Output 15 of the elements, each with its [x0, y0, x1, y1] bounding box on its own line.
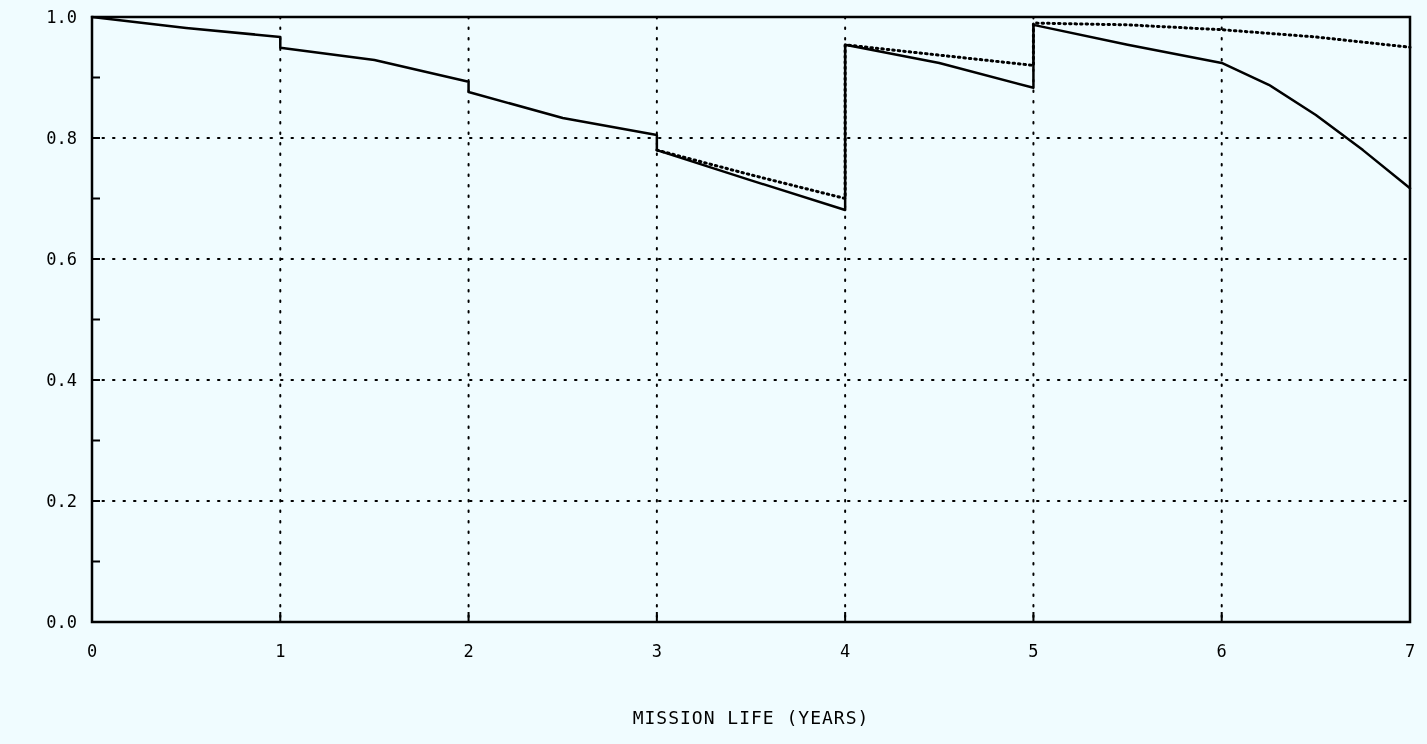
y-tick-label: 0.8 [46, 127, 77, 148]
x-tick-label: 0 [86, 641, 98, 661]
y-tick-label: 0.0 [46, 611, 77, 632]
y-tick-label: 1.0 [46, 6, 77, 27]
x-tick-label: 6 [1216, 641, 1227, 661]
y-tick-label: 0.6 [46, 248, 77, 269]
y-tick-label: 0.2 [46, 490, 77, 511]
y-tick-label: 0.4 [46, 369, 77, 390]
x-tick-label: 5 [1028, 641, 1039, 661]
x-tick-label: 7 [1404, 641, 1416, 661]
x-tick-label: 4 [840, 641, 851, 661]
x-tick-label: 3 [651, 641, 662, 661]
x-tick-label: 2 [463, 641, 474, 661]
x-tick-label: 1 [275, 641, 286, 661]
x-axis-title: MISSION LIFE (YEARS) [632, 707, 870, 728]
